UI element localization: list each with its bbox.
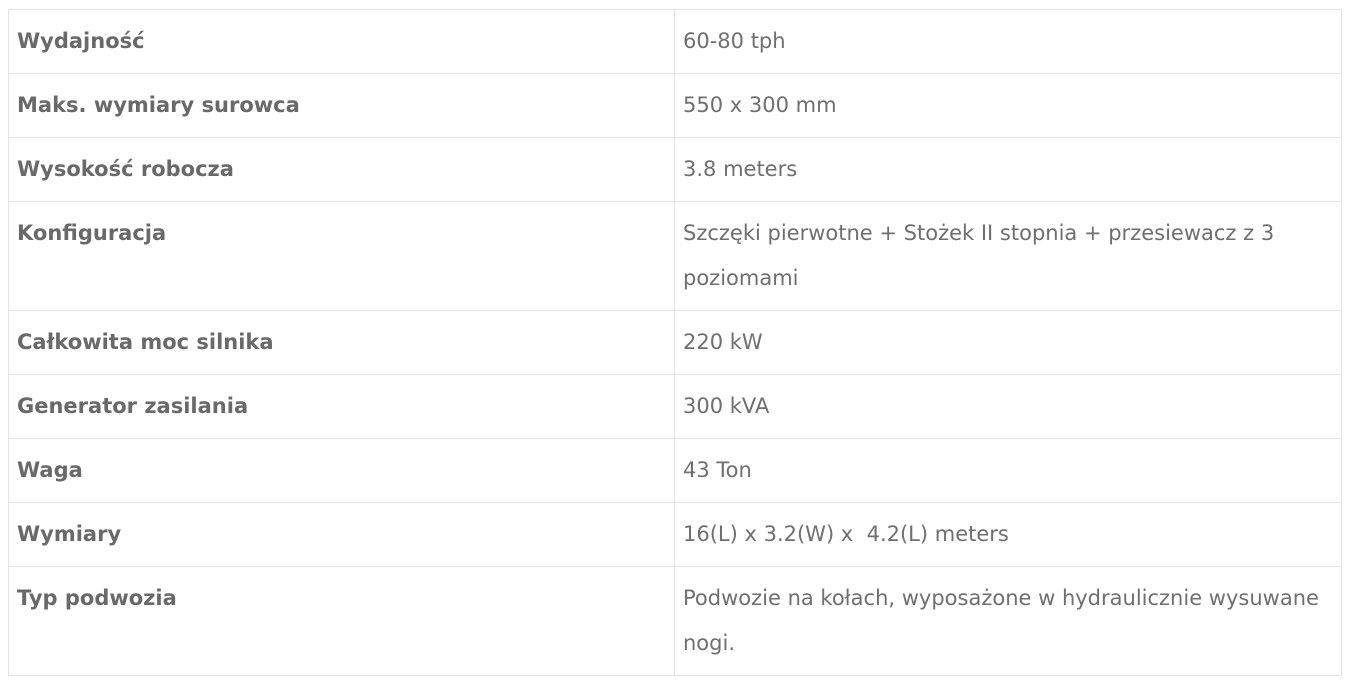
spec-value: 60-80 tph [674, 9, 1342, 74]
spec-value: 43 Ton [674, 438, 1342, 503]
spec-row: Waga 43 Ton [8, 438, 1342, 503]
spec-row: Wymiary 16(L) x 3.2(W) x 4.2(L) meters [8, 502, 1342, 567]
spec-label: Typ podwozia [8, 566, 675, 676]
spec-row: Wydajność 60-80 tph [8, 9, 1342, 74]
spec-label: Waga [8, 438, 675, 503]
spec-label: Generator zasilania [8, 374, 675, 439]
spec-row: Maks. wymiary surowca 550 x 300 mm [8, 73, 1342, 138]
spec-row: Generator zasilania 300 kVA [8, 374, 1342, 439]
spec-value: 300 kVA [674, 374, 1342, 439]
spec-label: Wymiary [8, 502, 675, 567]
specification-table: Wydajność 60-80 tph Maks. wymiary surowc… [8, 9, 1342, 676]
spec-value: 550 x 300 mm [674, 73, 1342, 138]
spec-row: Całkowita moc silnika 220 kW [8, 310, 1342, 375]
spec-label: Wysokość robocza [8, 137, 675, 202]
spec-value: 3.8 meters [674, 137, 1342, 202]
spec-label: Wydajność [8, 9, 675, 74]
spec-label: Konfiguracja [8, 201, 675, 311]
spec-row: Konfiguracja Szczęki pierwotne + Stożek … [8, 201, 1342, 311]
spec-label: Całkowita moc silnika [8, 310, 675, 375]
spec-row: Typ podwozia Podwozie na kołach, wyposaż… [8, 566, 1342, 676]
spec-value: Szczęki pierwotne + Stożek II stopnia + … [674, 201, 1342, 311]
spec-value: 220 kW [674, 310, 1342, 375]
spec-row: Wysokość robocza 3.8 meters [8, 137, 1342, 202]
spec-value: Podwozie na kołach, wyposażone w hydraul… [674, 566, 1342, 676]
spec-value: 16(L) x 3.2(W) x 4.2(L) meters [674, 502, 1342, 567]
spec-label: Maks. wymiary surowca [8, 73, 675, 138]
